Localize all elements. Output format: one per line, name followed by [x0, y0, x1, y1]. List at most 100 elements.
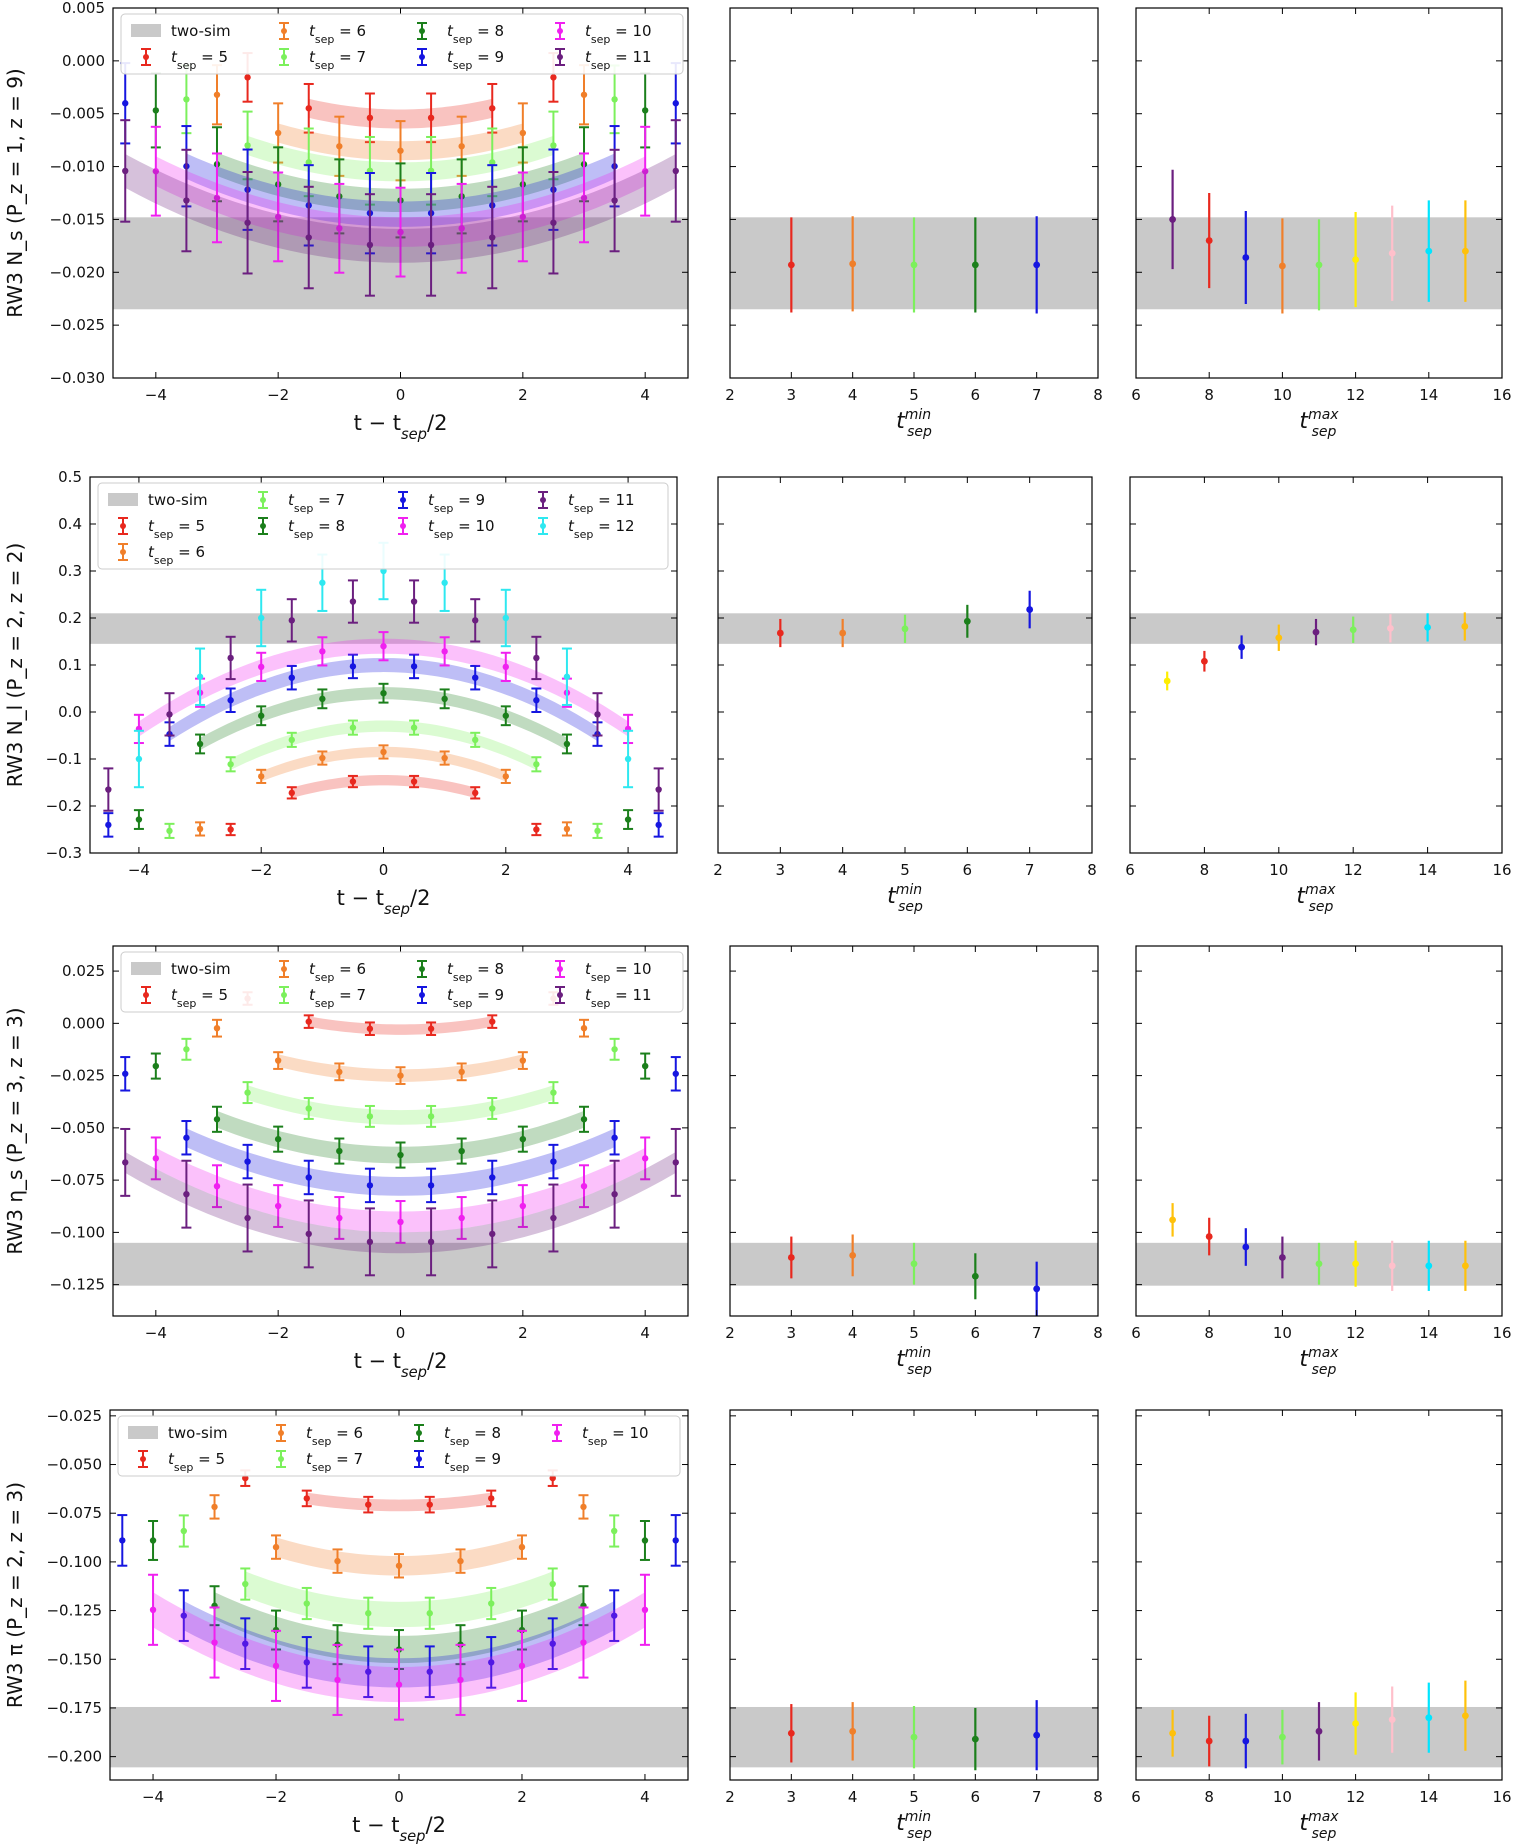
panel-min-2: 2 3 4 5 6 7 8 tmin sep: [713, 476, 1097, 915]
data-point-tsep-6: [502, 773, 509, 780]
data-point: [1462, 247, 1469, 255]
data-point-tsep-11: [122, 167, 129, 175]
data-point: [839, 629, 847, 637]
data-point: [1201, 657, 1208, 665]
data-point: [1352, 256, 1359, 263]
data-point-tsep-5: [349, 778, 357, 785]
y-tick-label: −0.1: [46, 750, 82, 768]
data-point: [1205, 1233, 1213, 1240]
data-point: [849, 1727, 857, 1735]
legend-marker: [260, 497, 266, 503]
x-tick-label: 0: [394, 1788, 404, 1806]
data-point-tsep-6: [336, 1068, 343, 1076]
data-point-tsep-12: [258, 614, 265, 622]
x-axis-label: tmax sep: [1296, 882, 1336, 915]
x-tick-label: 14: [1419, 1788, 1438, 1806]
x-tick-label: 4: [848, 1324, 858, 1342]
data-point-tsep-9: [472, 674, 479, 681]
data-point-tsep-7: [365, 1610, 372, 1617]
x-axis-label: t − tsep/2: [352, 1813, 446, 1845]
legend-label: tsep = 10: [585, 960, 652, 984]
data-point-tsep-11: [472, 617, 479, 624]
data-point: [1387, 624, 1394, 632]
data-point: [1425, 1714, 1433, 1722]
data-point-tsep-11: [550, 1214, 557, 1222]
legend-marker: [281, 28, 287, 34]
legend-label: tsep = 9: [447, 986, 504, 1010]
panel-min-4: 2 3 4 5 6 7 8 tmin sep: [725, 1410, 1103, 1842]
legend-marker: [260, 523, 266, 529]
x-axis-label: tmax sep: [1299, 1345, 1339, 1378]
data-point-tsep-9: [489, 1174, 496, 1181]
data-point-tsep-10: [319, 648, 326, 655]
data-point: [1033, 1731, 1041, 1739]
data-point-tsep-11: [183, 1190, 190, 1198]
x-tick-label: 6: [971, 1788, 981, 1806]
x-tick-label: 4: [640, 1788, 650, 1806]
x-axis-label: tmin sep: [887, 882, 923, 915]
data-point-tsep-9: [488, 1659, 495, 1666]
y-tick-label: 0.3: [58, 562, 82, 580]
data-point: [1242, 1737, 1250, 1745]
data-point-tsep-11: [227, 654, 234, 662]
x-tick-label: 10: [1269, 861, 1288, 879]
data-point-tsep-9: [122, 100, 129, 107]
fit-band-tsep-8: [200, 687, 567, 751]
y-tick-label: −0.010: [49, 158, 105, 176]
data-point: [1349, 626, 1357, 634]
data-point-tsep-9: [365, 1668, 372, 1675]
two-sim-band: [113, 1242, 688, 1286]
legend-marker: [557, 28, 563, 34]
data-point: [901, 625, 909, 633]
data-point-tsep-5: [244, 74, 251, 81]
y-tick-label: 0.5: [58, 468, 82, 486]
x-tick-label: 5: [909, 1324, 919, 1342]
x-tick-label: 14: [1419, 1324, 1438, 1342]
data-point-tsep-6: [395, 1562, 403, 1569]
x-tick-label: 4: [848, 386, 858, 404]
fit-band-tsep-5: [306, 1492, 492, 1512]
data-point-tsep-8: [274, 1135, 282, 1143]
panel-max-4: 6 8 10 12 14 16 tmax sep: [1131, 1410, 1512, 1842]
data-point-tsep-7: [366, 1113, 374, 1120]
data-point-tsep-5: [242, 1474, 249, 1482]
legend-marker: [416, 1456, 422, 1462]
data-point-tsep-10: [458, 1214, 465, 1222]
y-tick-label: −0.025: [49, 316, 105, 334]
data-point-tsep-10: [274, 213, 282, 221]
y-tick-label: −0.125: [46, 1602, 102, 1620]
x-tick-label: 2: [713, 861, 723, 879]
plot-frame: [112, 7, 689, 379]
data-point-tsep-11: [349, 598, 357, 605]
y-tick-label: 0.005: [62, 0, 105, 17]
data-point-tsep-7: [183, 96, 190, 103]
legend-label: tsep = 9: [428, 491, 485, 515]
data-point: [849, 1251, 857, 1259]
legend-label: tsep = 5: [148, 517, 205, 541]
data-point-tsep-10: [519, 213, 527, 221]
x-axis-label: t − tsep/2: [354, 1349, 448, 1381]
x-tick-label: 16: [1492, 1324, 1511, 1342]
x-tick-label: 6: [1125, 861, 1135, 879]
data-point-tsep-9: [303, 1659, 310, 1666]
data-point-tsep-9: [672, 1537, 679, 1544]
panel-max-1: 6 8 10 12 14 16 tmax sep: [1131, 7, 1512, 440]
data-point-tsep-7: [611, 96, 618, 103]
legend-label: tsep = 9: [447, 48, 504, 72]
data-point: [787, 261, 795, 269]
plot-frame: [1129, 476, 1503, 854]
data-point-tsep-11: [366, 1238, 374, 1246]
data-point: [1026, 606, 1034, 613]
data-point: [776, 629, 784, 637]
data-point-tsep-9: [349, 663, 357, 670]
legend-marker: [540, 497, 546, 503]
data-point-tsep-5: [305, 1018, 312, 1025]
data-point-tsep-8: [149, 1537, 157, 1544]
legend-label: tsep = 8: [447, 960, 504, 984]
data-point-tsep-9: [655, 821, 662, 829]
x-tick-label: 0: [379, 861, 389, 879]
data-point-tsep-6: [196, 825, 204, 833]
data-point-tsep-8: [458, 1147, 465, 1155]
data-point: [910, 1733, 918, 1741]
data-point-tsep-10: [580, 1639, 587, 1646]
